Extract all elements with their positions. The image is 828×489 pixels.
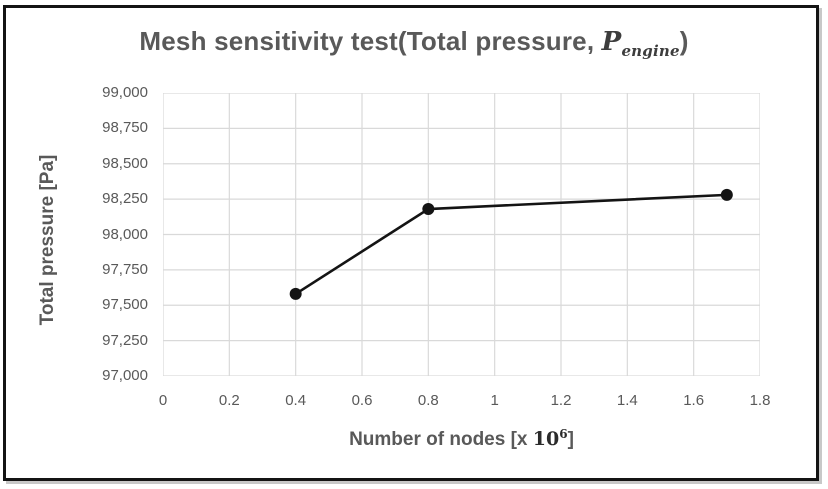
chart-title-math-symbol: P [601, 27, 622, 57]
y-tick-label: 99,000 [102, 84, 148, 101]
chart-title-math-subscript: engine [621, 42, 680, 60]
y-tick-label: 97,000 [102, 367, 148, 384]
y-tick-label: 97,500 [102, 296, 148, 314]
x-axis-title-exponent: 6 [559, 427, 568, 441]
x-axis-title-base: 10 [532, 428, 560, 450]
x-tick-label: 0.6 [351, 392, 373, 409]
x-tick-label: 1.4 [616, 392, 638, 409]
x-tick-label: 0.8 [417, 392, 439, 409]
data-point-marker [289, 287, 302, 300]
y-tick-label: 97,750 [102, 260, 148, 278]
y-tick-label: 97,250 [102, 331, 148, 349]
data-point-marker [720, 188, 733, 201]
x-tick-label: 1 [490, 392, 499, 409]
plot-area [163, 93, 760, 376]
x-axis-title-text: Number of nodes [x [349, 429, 533, 450]
chart-title-close-paren: ) [679, 26, 689, 56]
x-tick-label: 0.4 [285, 392, 307, 409]
series-line [294, 193, 729, 296]
x-tick-label: 1.2 [550, 392, 572, 409]
x-axis-title-close-bracket: ] [567, 429, 574, 450]
chart-frame [3, 5, 819, 481]
y-tick-label: 98,750 [102, 119, 148, 137]
data-point-marker [422, 203, 435, 216]
x-tick-label: 0.2 [218, 392, 240, 409]
y-tick-label: 98,000 [102, 225, 148, 243]
y-tick-label: 98,250 [102, 190, 148, 208]
x-axis-title: Number of nodes [x 106] [163, 427, 760, 451]
x-tick-label: 1.6 [683, 392, 705, 409]
chart-title: Mesh sensitivity test(Total pressure, Pe… [0, 26, 828, 60]
x-tick-label: 1.8 [749, 392, 771, 409]
y-tick-label: 98,500 [102, 154, 148, 172]
chart-title-text: Mesh sensitivity test(Total pressure, [139, 26, 602, 56]
x-tick-label: 0 [158, 392, 168, 409]
y-axis-title: Total pressure [Pa] [37, 154, 58, 326]
